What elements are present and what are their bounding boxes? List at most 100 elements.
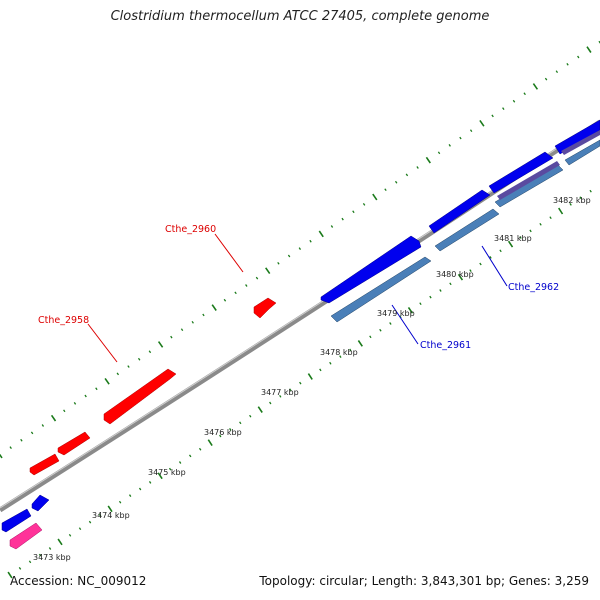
minor-tick-mark — [138, 487, 142, 491]
minor-tick-mark — [30, 431, 34, 435]
minor-tick-mark — [369, 335, 372, 339]
minor-tick-mark — [18, 567, 22, 570]
leader-cthe-2962 — [481, 245, 508, 287]
minor-tick-mark — [449, 282, 452, 286]
map-title: Clostridium thermocellum ATCC 27405, com… — [110, 9, 490, 24]
major-tick-mark — [211, 304, 217, 311]
ruler-tick-label: 3477 kbp — [261, 388, 299, 397]
minor-tick-mark — [544, 77, 548, 81]
minor-tick-mark — [349, 348, 352, 352]
minor-tick-mark — [287, 254, 291, 258]
ruler-tick-label: 3478 kbp — [320, 348, 358, 357]
major-tick-mark — [57, 538, 63, 546]
gene-labels: Cthe_2958 Cthe_2960 Cthe_2961 Cthe_2962 — [38, 224, 559, 351]
minor-tick-mark — [529, 229, 532, 233]
minor-tick-mark — [116, 372, 120, 376]
minor-tick-mark — [512, 99, 516, 103]
major-tick-mark — [372, 193, 378, 201]
minor-tick-mark — [479, 262, 482, 266]
major-tick-mark — [479, 119, 485, 127]
minor-tick-mark — [137, 357, 141, 361]
major-tick-mark — [357, 340, 363, 347]
gene-arrow[interactable] — [554, 119, 600, 155]
major-tick-mark — [104, 377, 110, 385]
rna-gene-bar[interactable] — [9, 522, 43, 550]
reverse-strand-genes — [1, 119, 600, 533]
reverse-strand-genes-alt — [330, 139, 600, 323]
minor-tick-mark — [229, 428, 232, 431]
minor-tick-mark — [148, 481, 152, 484]
gene-arrow[interactable] — [1, 508, 32, 533]
gene-arrow-cthe-2958[interactable] — [103, 368, 177, 425]
gene-arrow[interactable] — [434, 208, 500, 252]
minor-tick-mark — [341, 217, 344, 221]
minor-tick-mark — [577, 55, 580, 59]
leader-cthe-2958 — [87, 323, 118, 363]
misc-feature-bar[interactable] — [497, 161, 560, 200]
minor-tick-mark — [309, 239, 312, 243]
major-tick-mark — [586, 46, 592, 53]
minor-tick-mark — [555, 70, 559, 74]
misc-feature-bar[interactable] — [561, 130, 600, 155]
gene-label-cthe-2961[interactable]: Cthe_2961 — [420, 340, 471, 351]
ruler-tick-label: 3481 kbp — [494, 234, 532, 243]
gene-label-cthe-2960[interactable]: Cthe_2960 — [165, 224, 216, 235]
minor-tick-mark — [539, 222, 542, 226]
minor-tick-mark — [148, 350, 152, 354]
ruler-labels: 3473 kbp 3474 kbp 3475 kbp 3476 kbp 3477… — [33, 196, 591, 562]
gene-arrow[interactable] — [488, 151, 554, 194]
minor-tick-mark — [519, 236, 522, 239]
minor-tick-mark — [352, 210, 355, 214]
minor-tick-mark — [68, 533, 72, 537]
major-tick-mark — [257, 406, 263, 413]
minor-tick-mark — [389, 322, 392, 325]
minor-tick-mark — [128, 494, 132, 497]
major-tick-mark — [7, 571, 13, 579]
ruler-tick-label: 3473 kbp — [33, 553, 71, 562]
minor-tick-mark — [38, 553, 42, 557]
major-tick-mark — [157, 472, 163, 480]
major-tick-mark — [0, 453, 3, 459]
gene-arrow[interactable] — [31, 494, 50, 512]
minor-tick-mark — [168, 467, 172, 471]
gene-arrow[interactable] — [564, 139, 600, 166]
gene-arrow[interactable] — [428, 189, 491, 234]
gene-arrow-cthe-2960[interactable] — [253, 297, 277, 319]
minor-tick-mark — [188, 454, 192, 458]
minor-tick-mark — [255, 276, 259, 280]
major-tick-mark — [50, 414, 57, 422]
minor-tick-mark — [579, 196, 582, 200]
minor-tick-mark — [98, 514, 102, 517]
major-tick-mark — [307, 373, 313, 380]
ruler-tick-label: 3475 kbp — [148, 468, 186, 477]
minor-tick-mark — [589, 189, 592, 193]
major-tick-mark — [407, 306, 414, 314]
gene-label-cthe-2962[interactable]: Cthe_2962 — [508, 282, 559, 293]
minor-tick-mark — [95, 387, 98, 391]
minor-tick-mark — [299, 381, 302, 385]
major-tick-mark — [107, 505, 113, 513]
minor-tick-mark — [437, 151, 441, 155]
gene-arrow-cthe-2962[interactable] — [330, 256, 432, 323]
minor-tick-mark — [202, 313, 205, 317]
minor-tick-mark — [329, 361, 332, 365]
forward-strand-genes — [29, 297, 277, 476]
major-tick-mark — [265, 267, 271, 275]
minor-tick-mark — [198, 447, 202, 451]
minor-tick-mark — [416, 166, 419, 169]
gene-label-cthe-2958[interactable]: Cthe_2958 — [38, 315, 89, 326]
major-tick-mark — [425, 156, 431, 164]
minor-tick-mark — [127, 365, 130, 368]
genome-summary-text: Topology: circular; Length: 3,843,301 bp… — [259, 574, 589, 588]
minor-tick-mark — [9, 446, 12, 449]
gene-arrow-cthe-2961[interactable] — [320, 235, 422, 304]
minor-tick-mark — [379, 328, 382, 332]
minor-tick-mark — [245, 284, 248, 287]
minor-tick-mark — [223, 298, 227, 302]
gene-arrow[interactable] — [57, 431, 91, 456]
label-leaders — [87, 233, 508, 363]
gene-arrow[interactable] — [29, 453, 60, 476]
minor-tick-mark — [298, 247, 302, 250]
leader-cthe-2960 — [214, 233, 244, 273]
